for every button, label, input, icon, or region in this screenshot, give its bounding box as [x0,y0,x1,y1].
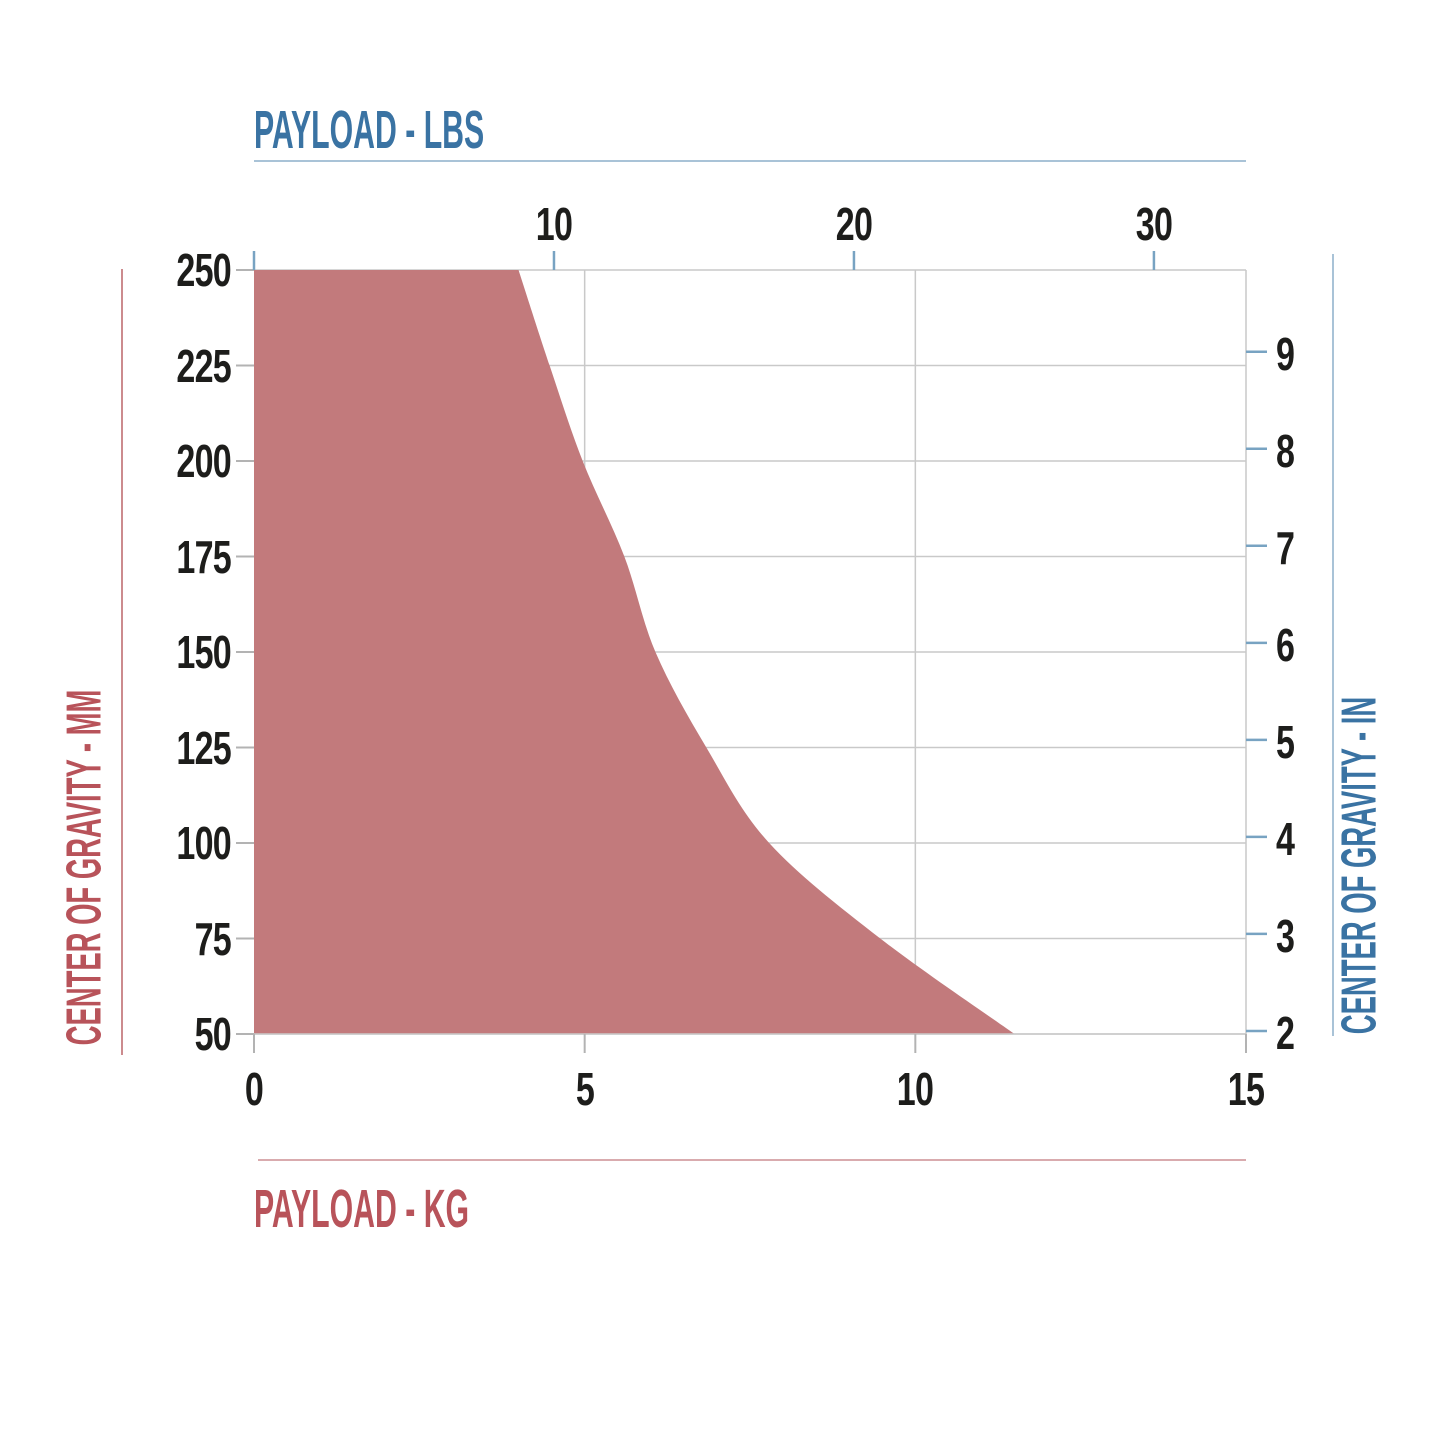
y-in-tick-label: 2 [1276,1006,1295,1059]
top-axis-rule [254,160,1246,162]
y-mm-tick-label: 125 [176,721,231,774]
left-axis-title: CENTER OF GRAVITY - MM [57,689,112,1046]
x-kg-tick-label: 5 [575,1063,595,1115]
x-kg-tick-label: 10 [897,1063,934,1115]
y-mm-tick-label: 150 [176,626,231,678]
allowable-payload-region [254,270,1015,1034]
y-mm-tick-label: 75 [194,912,232,965]
left-axis-rule [121,269,123,1055]
y-mm-tick-label: 200 [176,435,231,487]
y-in-tick-label: 7 [1276,521,1295,574]
y-mm-tick-label: 100 [176,817,231,869]
bottom-axis-rule [258,1159,1246,1161]
x-kg-tick-label: 0 [244,1063,264,1115]
y-mm-tick-label: 175 [176,530,231,583]
y-mm-tick-label: 250 [176,244,231,296]
y-in-tick-label: 3 [1276,909,1295,962]
y-mm-tick-label: 50 [194,1008,232,1060]
top-axis-title: PAYLOAD - LBS [254,100,485,160]
y-in-tick-label: 5 [1276,715,1295,768]
y-mm-tick-label: 225 [176,339,231,392]
y-in-tick-label: 8 [1276,424,1295,477]
x-kg-tick-label: 15 [1227,1063,1265,1115]
right-axis-rule [1332,254,1334,1036]
y-in-tick-label: 9 [1276,327,1295,380]
y-in-tick-label: 4 [1276,812,1295,865]
bottom-axis-title: PAYLOAD - KG [254,1179,470,1239]
x-lbs-tick-label: 30 [1135,198,1173,250]
y-in-tick-label: 6 [1276,618,1295,671]
tick-marks [236,251,1267,1053]
x-lbs-tick-label: 10 [535,198,573,250]
x-lbs-tick-label: 20 [835,198,873,250]
